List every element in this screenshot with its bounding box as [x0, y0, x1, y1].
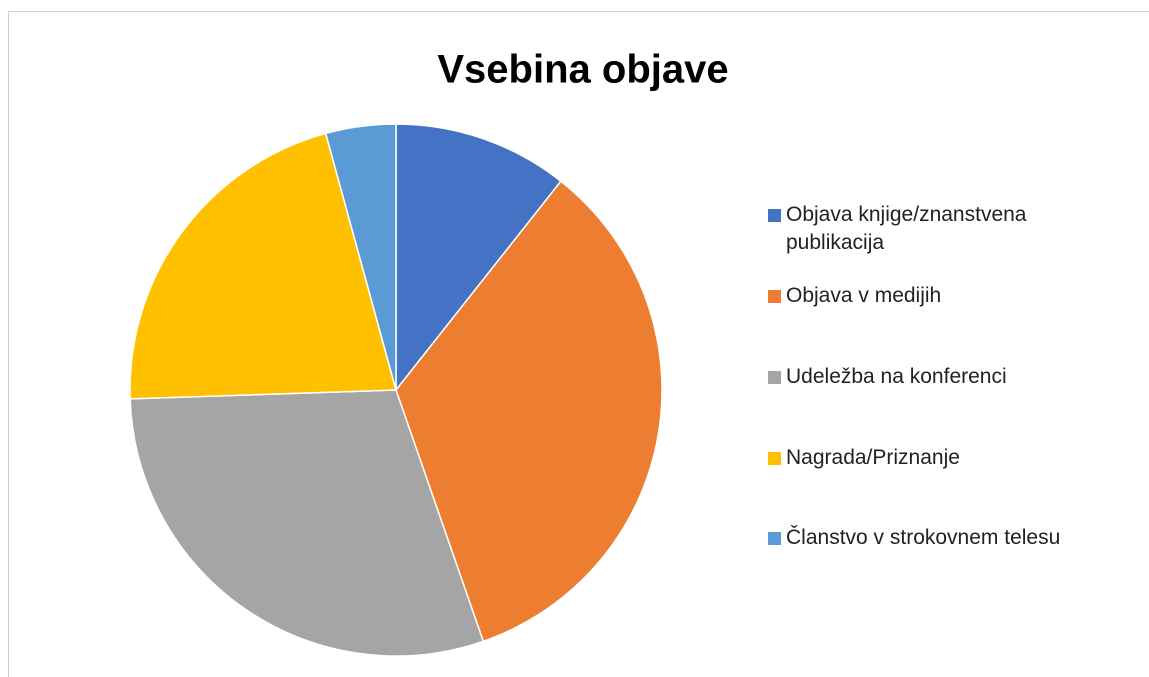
chart-title: Vsebina objave — [437, 48, 728, 92]
legend-label: Objava knjige/znanstvena publikacija — [786, 203, 1027, 254]
legend-swatch — [768, 209, 781, 222]
legend-item: Objava knjige/znanstvena publikacija — [768, 201, 1118, 257]
legend-swatch — [768, 452, 781, 465]
legend-swatch — [768, 532, 781, 545]
legend-item: Udeležba na konferenci — [768, 363, 1118, 391]
legend-item: Članstvo v strokovnem telesu — [768, 524, 1118, 552]
legend-label: Udeležba na konferenci — [786, 365, 1007, 388]
legend-item: Nagrada/Priznanje — [768, 444, 1118, 472]
legend-item: Objava v medijih — [768, 282, 1118, 310]
pie-slice — [129, 132, 397, 400]
pie-slice — [129, 389, 485, 657]
legend-swatch — [768, 290, 781, 303]
legend-label: Objava v medijih — [786, 284, 942, 307]
pie-slice — [395, 180, 663, 643]
chart-frame — [8, 11, 1149, 677]
pie-slice — [395, 123, 562, 393]
legend-swatch — [768, 371, 781, 384]
legend-label: Članstvo v strokovnem telesu — [786, 526, 1061, 549]
legend-label: Nagrada/Priznanje — [786, 446, 960, 469]
pie-slice — [324, 123, 397, 391]
